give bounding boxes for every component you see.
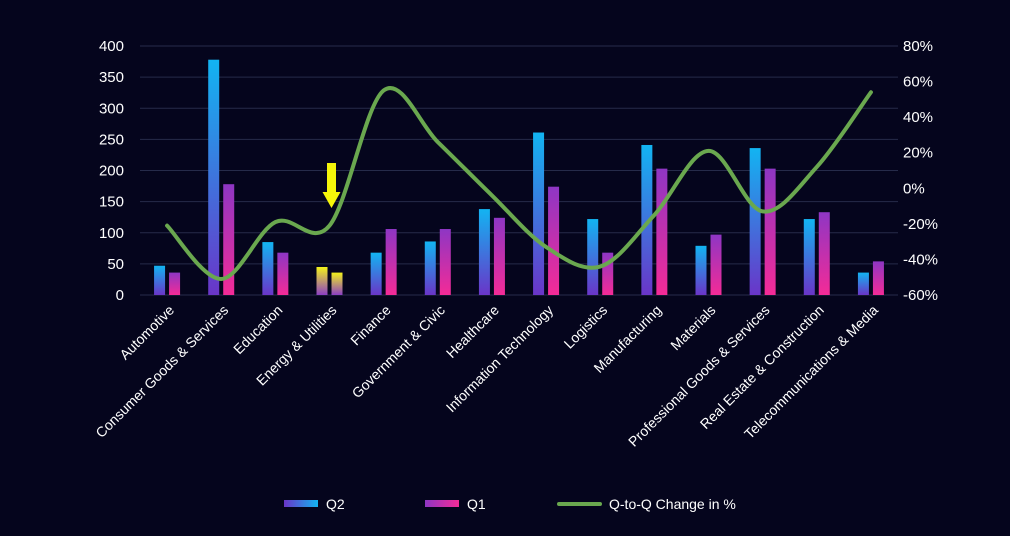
bar-q2 <box>478 209 490 295</box>
bar-q2 <box>749 148 761 295</box>
category-label: Information Technology <box>443 302 556 415</box>
bar-q1 <box>818 212 830 295</box>
category-label: Education <box>230 302 285 357</box>
bar-q2 <box>533 132 545 295</box>
category-label: Government & Civic <box>349 302 448 401</box>
left-tick-label: 250 <box>99 131 124 148</box>
category-label: Materials <box>667 302 718 353</box>
bar-q2 <box>803 219 815 295</box>
right-tick-label: 40% <box>903 109 933 126</box>
highlight-arrow-icon <box>322 163 341 208</box>
bar-q2 <box>262 242 274 295</box>
right-tick-label: 60% <box>903 74 933 91</box>
legend: Q2 Q1 Q-to-Q Change in % <box>284 496 736 512</box>
bar-q2 <box>316 266 328 295</box>
left-tick-label: 350 <box>99 69 124 86</box>
bar-series <box>154 59 884 295</box>
left-y-axis: 0 50 100 150 200 250 300 350 400 <box>99 38 124 304</box>
legend-swatch-q2 <box>284 500 318 507</box>
right-tick-label: 20% <box>903 145 933 162</box>
right-y-axis: -60% -40% -20% 0% 20% 40% 60% 80% <box>903 38 938 304</box>
bar-q2 <box>641 144 653 295</box>
legend-swatch-q1 <box>425 500 459 507</box>
bar-q1 <box>277 252 289 295</box>
bar-q2 <box>370 252 382 295</box>
bar-q1 <box>656 168 668 295</box>
left-tick-label: 400 <box>99 38 124 55</box>
legend-label-change: Q-to-Q Change in % <box>609 496 736 512</box>
gridlines <box>140 45 898 296</box>
line-series <box>165 86 873 281</box>
bar-q2 <box>424 241 436 295</box>
left-tick-label: 150 <box>99 194 124 211</box>
left-tick-label: 300 <box>99 100 124 117</box>
right-tick-label: 0% <box>903 180 925 197</box>
bar-q1 <box>169 272 181 295</box>
bar-q1 <box>331 272 343 295</box>
legend-label-q2: Q2 <box>326 496 345 512</box>
left-tick-label: 0 <box>116 287 124 304</box>
legend-label-q1: Q1 <box>467 496 486 512</box>
right-tick-label: 80% <box>903 38 933 55</box>
bar-q1 <box>223 184 235 295</box>
highlight-arrow-layer <box>322 163 341 208</box>
bar-q1 <box>439 229 451 295</box>
bar-q1 <box>493 217 505 295</box>
bar-q1 <box>872 261 884 295</box>
category-label: Finance <box>347 302 394 349</box>
bar-q2 <box>857 272 869 295</box>
bar-q2 <box>695 245 707 295</box>
bar-q1 <box>602 252 614 295</box>
change-line <box>165 86 873 281</box>
bar-q1 <box>548 186 560 295</box>
bar-q2 <box>208 59 220 295</box>
category-label: Logistics <box>561 302 611 352</box>
bar-q1 <box>764 168 776 295</box>
bar-q1 <box>710 234 722 295</box>
left-tick-label: 200 <box>99 163 124 180</box>
right-tick-label: -20% <box>903 216 938 233</box>
right-tick-label: -40% <box>903 251 938 268</box>
right-tick-label: -60% <box>903 287 938 304</box>
bar-q2 <box>587 219 599 295</box>
left-tick-label: 100 <box>99 225 124 242</box>
bar-q1 <box>385 229 397 295</box>
bar-q2 <box>154 265 166 295</box>
left-tick-label: 50 <box>107 256 124 273</box>
